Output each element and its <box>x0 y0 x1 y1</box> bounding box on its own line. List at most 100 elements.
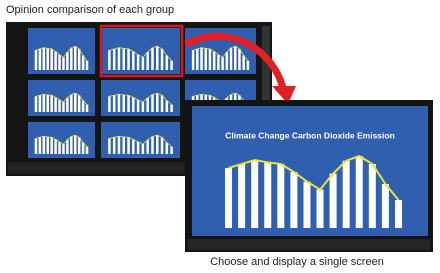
thumb-bar <box>132 97 135 112</box>
thumb-bar <box>54 97 57 112</box>
thumb-bar <box>166 143 169 154</box>
thumb-bar <box>192 50 195 70</box>
bar <box>225 168 232 228</box>
bar <box>356 156 363 228</box>
thumb-bar <box>50 95 53 112</box>
thumb-bar <box>200 48 203 70</box>
thumb-bar <box>166 55 169 70</box>
page: {"top_caption": "Opinion comparison of e… <box>0 0 440 273</box>
thumbnail <box>101 28 180 74</box>
thumb-bar <box>39 95 42 112</box>
thumbnail <box>28 80 95 116</box>
thumb-bar <box>142 57 145 70</box>
thumb-bar <box>82 143 85 154</box>
thumb-bar <box>47 137 50 154</box>
top-caption: Opinion comparison of each group <box>6 4 174 16</box>
thumb-bar <box>108 96 111 112</box>
illustration: Opinion comparison of each group Climate… <box>0 0 440 273</box>
thumb-bar <box>137 100 140 112</box>
thumb-bar <box>74 46 77 70</box>
bar <box>303 182 310 228</box>
thumb-bar <box>161 137 164 154</box>
thumb-bar <box>137 55 140 70</box>
thumb-bar <box>70 48 73 70</box>
thumb-bar <box>108 50 111 70</box>
thumb-bar <box>78 49 81 70</box>
thumb-bar <box>70 94 73 112</box>
thumb-bar <box>151 48 154 70</box>
thumb-bar <box>161 95 164 112</box>
thumb-bar <box>39 137 42 154</box>
thumb-bar <box>50 49 53 70</box>
bar <box>251 160 258 228</box>
thumb-bar <box>62 144 65 154</box>
thumb-bar <box>151 136 154 154</box>
thumb-bar <box>170 61 173 70</box>
thumb-bar <box>113 49 116 70</box>
thumb-bar <box>50 137 53 154</box>
thumb-bar <box>82 55 85 70</box>
thumb-bar <box>230 48 233 70</box>
thumb-bar <box>118 136 121 154</box>
bar <box>277 164 284 228</box>
thumb-bar <box>86 61 89 70</box>
thumb-bar <box>86 105 89 112</box>
thumb-bar <box>146 98 149 112</box>
thumb-bar <box>74 135 77 154</box>
thumb-bar <box>118 48 121 70</box>
thumb-bar <box>43 94 46 112</box>
thumb-bar <box>47 95 50 112</box>
thumb-bar <box>62 102 65 112</box>
thumbnail <box>28 28 95 74</box>
thumb-bar <box>156 135 159 154</box>
bar <box>369 164 376 228</box>
thumbnail <box>101 122 180 158</box>
thumb-bar <box>127 137 129 154</box>
slide-title: Climate Change Carbon Dioxide Emission <box>225 130 395 140</box>
bar <box>343 161 350 228</box>
thumb-bar <box>196 49 199 70</box>
thumb-bar <box>66 52 69 70</box>
thumb-bar <box>146 140 149 154</box>
thumb-bar <box>39 49 42 70</box>
thumb-bar <box>43 48 46 70</box>
thumb-bar <box>234 46 237 70</box>
bar <box>238 164 245 228</box>
thumb-bar <box>146 52 149 70</box>
thumb-bar <box>66 140 69 154</box>
thumb-bar <box>82 101 85 112</box>
thumb-bar <box>54 52 57 70</box>
thumb-bar <box>35 138 38 154</box>
thumb-bar <box>123 137 126 154</box>
bar <box>395 200 402 228</box>
thumb-bar <box>156 46 159 70</box>
thumb-bar <box>247 61 250 70</box>
thumb-bar <box>78 95 81 112</box>
bar <box>290 172 297 228</box>
thumb-bar <box>161 49 164 70</box>
thumb-bar <box>238 49 241 70</box>
thumb-bar <box>217 55 220 70</box>
thumb-bar <box>74 93 77 112</box>
thumb-bar <box>58 55 61 70</box>
thumb-bar <box>205 48 208 70</box>
thumb-bar <box>58 142 61 154</box>
thumb-bar <box>86 147 89 154</box>
thumb-bar <box>35 50 38 70</box>
bar <box>317 190 324 228</box>
single-toolbar <box>188 239 430 250</box>
thumb-bar <box>113 95 116 112</box>
thumb-bar <box>132 52 135 70</box>
thumb-bar <box>242 55 245 70</box>
thumb-bar <box>58 100 61 112</box>
thumb-bar <box>127 95 129 112</box>
thumb-bar <box>226 52 229 70</box>
bar <box>382 184 389 228</box>
thumb-bar <box>123 95 126 112</box>
thumb-bar <box>113 137 116 154</box>
bar <box>264 162 271 228</box>
thumb-bar <box>78 137 81 154</box>
thumb-bar <box>62 57 65 70</box>
bottom-caption: Choose and display a single screen <box>210 256 384 268</box>
thumbnail <box>101 80 180 116</box>
